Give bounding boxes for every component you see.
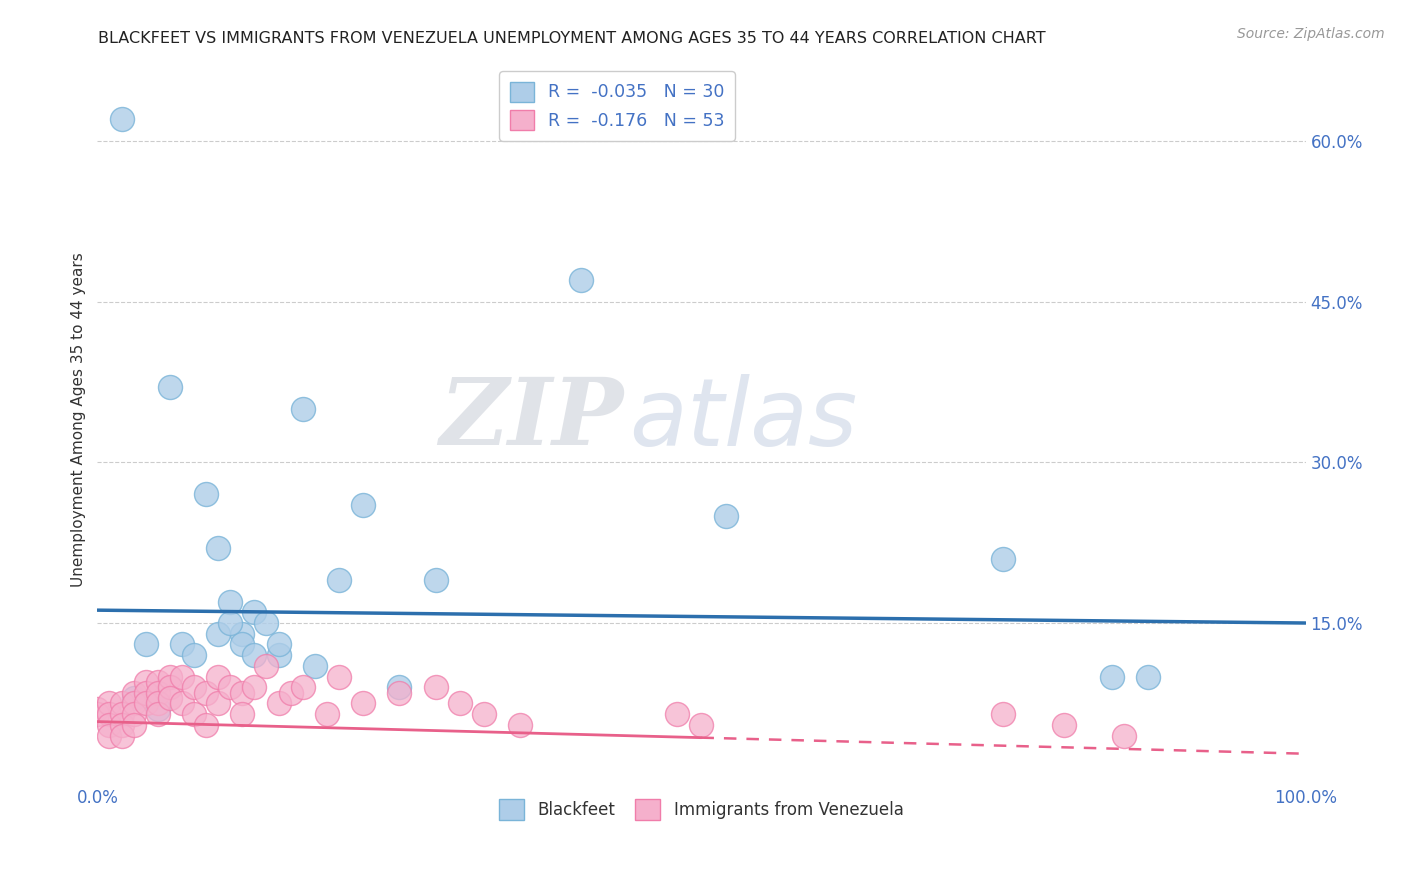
Point (243, 648, 266, 662)
Point (231, 626, 253, 640)
Point (291, 681, 314, 695)
Point (690, 718, 713, 732)
Point (304, 658, 326, 673)
Point (159, 380, 181, 394)
Point (388, 686, 411, 700)
Point (98, 718, 121, 732)
Point (195, 487, 218, 501)
Point (170, 697, 193, 711)
Point (267, 648, 290, 662)
Point (146, 675, 169, 690)
Point (219, 594, 242, 608)
Point (219, 615, 242, 630)
Point (98, 729, 121, 743)
Point (122, 718, 145, 732)
Point (98, 707, 121, 722)
Text: ZIP: ZIP (439, 375, 623, 465)
Point (256, 658, 278, 673)
Point (352, 498, 374, 512)
Point (267, 637, 290, 651)
Point (316, 707, 339, 722)
Point (231, 686, 253, 700)
Point (146, 707, 169, 722)
Point (86, 707, 108, 722)
Point (122, 707, 145, 722)
Point (207, 697, 229, 711)
Text: Source: ZipAtlas.com: Source: ZipAtlas.com (1237, 27, 1385, 41)
Point (449, 697, 471, 711)
Point (159, 681, 181, 695)
Point (135, 686, 157, 700)
Point (1101, 670, 1123, 684)
Point (146, 702, 169, 716)
Point (267, 697, 290, 711)
Point (110, 112, 132, 127)
Point (231, 707, 253, 722)
Point (110, 707, 132, 722)
Point (1053, 718, 1076, 732)
Point (135, 697, 157, 711)
Text: atlas: atlas (628, 374, 858, 465)
Point (195, 718, 218, 732)
Point (993, 551, 1015, 566)
Point (159, 691, 181, 706)
Point (122, 686, 145, 700)
Point (714, 508, 737, 523)
Point (291, 401, 314, 416)
Point (146, 686, 169, 700)
Point (207, 670, 229, 684)
Point (666, 707, 689, 722)
Point (122, 691, 145, 706)
Point (509, 718, 531, 732)
Point (569, 273, 592, 287)
Point (110, 729, 132, 743)
Point (170, 637, 193, 651)
Point (110, 697, 132, 711)
Point (1137, 670, 1160, 684)
Point (86, 702, 108, 716)
Point (207, 626, 229, 640)
Point (243, 681, 266, 695)
Point (993, 707, 1015, 722)
Point (122, 697, 145, 711)
Point (231, 637, 253, 651)
Point (135, 675, 157, 690)
Point (183, 707, 205, 722)
Point (146, 697, 169, 711)
Point (1114, 729, 1136, 743)
Text: BLACKFEET VS IMMIGRANTS FROM VENEZUELA UNEMPLOYMENT AMONG AGES 35 TO 44 YEARS CO: BLACKFEET VS IMMIGRANTS FROM VENEZUELA U… (98, 31, 1046, 46)
Point (183, 648, 205, 662)
Point (159, 670, 181, 684)
Point (135, 637, 157, 651)
Point (207, 541, 229, 555)
Point (170, 670, 193, 684)
Legend: Blackfeet, Immigrants from Venezuela: Blackfeet, Immigrants from Venezuela (492, 793, 910, 826)
Point (219, 681, 242, 695)
Point (110, 718, 132, 732)
Point (472, 707, 495, 722)
Y-axis label: Unemployment Among Ages 35 to 44 years: Unemployment Among Ages 35 to 44 years (72, 252, 86, 587)
Point (388, 681, 411, 695)
Point (243, 605, 266, 619)
Point (425, 681, 447, 695)
Point (328, 573, 350, 587)
Point (352, 697, 374, 711)
Point (183, 681, 205, 695)
Point (328, 670, 350, 684)
Point (98, 697, 121, 711)
Point (195, 686, 218, 700)
Point (280, 686, 302, 700)
Point (256, 615, 278, 630)
Point (425, 573, 447, 587)
